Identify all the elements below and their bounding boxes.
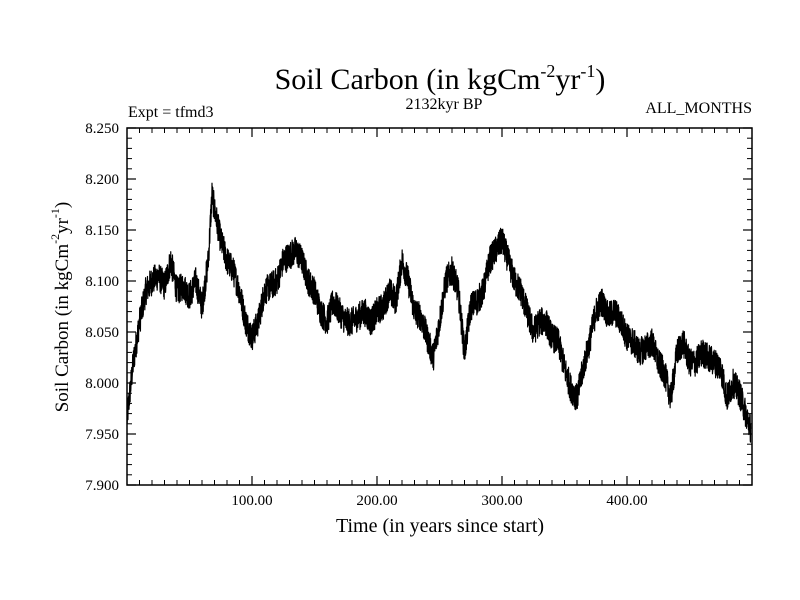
y-tick-label: 8.050 xyxy=(85,325,119,341)
experiment-label: Expt = tfmd3 xyxy=(128,104,213,121)
y-tick-label: 8.200 xyxy=(85,172,119,188)
y-tick-label: 7.900 xyxy=(85,478,119,494)
series-line-soil-carbon xyxy=(127,182,752,443)
y-tick-label: 8.250 xyxy=(85,121,119,137)
chart-subtitle: 2132kyr BP xyxy=(406,96,483,113)
x-tick-label: 400.00 xyxy=(606,493,647,509)
y-axis-ticks: 7.900 7.950 8.000 8.050 8.100 8.150 8.200 8.250 xyxy=(85,121,752,494)
y-tick-label: 7.950 xyxy=(85,427,119,443)
x-tick-label: 200.00 xyxy=(356,493,397,509)
y-tick-label: 8.150 xyxy=(85,223,119,239)
x-axis-label: Time (in years since start) xyxy=(336,515,544,537)
months-label: ALL_MONTHS xyxy=(645,100,752,117)
y-tick-label: 8.000 xyxy=(85,376,119,392)
chart-title: Soil Carbon (in kgCm-2yr-1) xyxy=(275,61,606,96)
x-axis-ticks: 100.00 200.00 300.00 400.00 xyxy=(139,128,740,509)
y-axis-label: Soil Carbon (in kgCm-2yr-1) xyxy=(48,202,73,413)
y-tick-label: 8.100 xyxy=(85,274,119,290)
plot-frame xyxy=(126,127,753,486)
x-tick-label: 300.00 xyxy=(481,493,522,509)
x-tick-label: 100.00 xyxy=(231,493,272,509)
